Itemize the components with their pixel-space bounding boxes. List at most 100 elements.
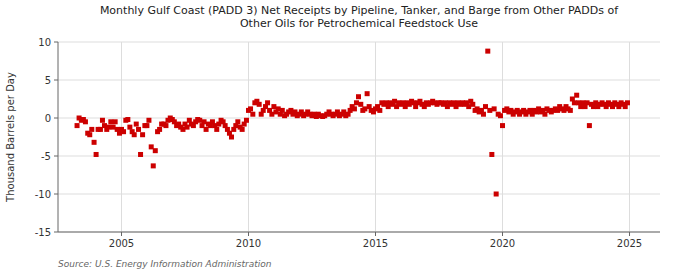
point (248, 106, 253, 111)
point (151, 163, 156, 168)
point (75, 123, 80, 128)
point (163, 123, 168, 128)
y-axis-line (58, 42, 59, 232)
y-tick-label: -5 (41, 151, 51, 162)
point (271, 104, 276, 109)
point (574, 93, 579, 98)
point (352, 106, 357, 111)
x-tick (375, 232, 376, 236)
point (83, 119, 88, 124)
point (492, 106, 497, 111)
y-tick (54, 232, 58, 233)
x-grid-line (121, 42, 122, 232)
x-axis-line (58, 232, 660, 233)
y-axis-label: Thousand Barrels per Day (5, 72, 16, 203)
point (153, 148, 158, 153)
x-tick-label: 2020 (490, 238, 515, 249)
point (229, 135, 234, 140)
point (244, 118, 249, 123)
point (121, 129, 126, 134)
point (157, 127, 162, 132)
x-tick (248, 232, 249, 236)
point (127, 125, 132, 130)
x-grid-line (629, 42, 630, 232)
y-grid-line (58, 232, 660, 233)
point (494, 192, 499, 197)
point (250, 112, 255, 117)
y-tick-label: 10 (38, 37, 51, 48)
point (354, 100, 359, 105)
points (75, 49, 630, 197)
x-grid-line (248, 42, 249, 232)
point (625, 100, 630, 105)
point (235, 119, 240, 124)
point (489, 152, 494, 157)
y-grid-line (58, 80, 660, 81)
x-tick (121, 232, 122, 236)
y-grid-line (58, 42, 660, 43)
point (202, 119, 207, 124)
point (113, 119, 118, 124)
point (568, 108, 573, 113)
source-note: Source: U.S. Energy Information Administ… (58, 259, 272, 269)
x-tick-label: 2015 (363, 238, 388, 249)
point (144, 123, 149, 128)
point (585, 100, 590, 105)
point (140, 132, 145, 137)
point (106, 125, 111, 130)
point (377, 108, 382, 113)
point (136, 127, 141, 132)
x-tick-label: 2010 (236, 238, 261, 249)
point (483, 104, 488, 109)
x-tick-label: 2025 (617, 238, 642, 249)
point (108, 119, 113, 124)
point (87, 132, 92, 137)
point (265, 100, 270, 105)
point (100, 118, 105, 123)
point (94, 152, 99, 157)
point (365, 91, 370, 96)
title: Monthly Gulf Coast (PADD 3) Net Receipts… (100, 4, 619, 30)
y-tick (54, 42, 58, 43)
x-grid-line (375, 42, 376, 232)
point (392, 99, 397, 104)
y-tick-label: 5 (45, 75, 51, 86)
y-tick-label: 0 (45, 113, 51, 124)
chart: Monthly Gulf Coast (PADD 3) Net Receipts… (0, 0, 675, 275)
point (470, 102, 475, 107)
point (240, 127, 245, 132)
point (572, 100, 577, 105)
y-tick (54, 80, 58, 81)
point (487, 108, 492, 113)
y-tick (54, 194, 58, 195)
point (125, 117, 130, 122)
point (92, 140, 97, 145)
point (280, 108, 285, 113)
y-tick-label: -10 (35, 189, 51, 200)
x-tick-label: 2005 (109, 238, 134, 249)
point (358, 102, 363, 107)
y-grid-line (58, 194, 660, 195)
point (197, 118, 202, 123)
point (214, 127, 219, 132)
point (146, 118, 151, 123)
point (362, 106, 367, 111)
title-line: Other Oils for Petrochemical Feedstock U… (240, 17, 478, 30)
point (485, 49, 490, 54)
point (500, 123, 505, 128)
y-tick (54, 156, 58, 157)
point (132, 132, 137, 137)
point (204, 127, 209, 132)
y-tick-label: -15 (35, 227, 51, 238)
x-grid-line (502, 42, 503, 232)
point (185, 125, 190, 130)
title-line: Monthly Gulf Coast (PADD 3) Net Receipts… (100, 4, 619, 17)
point (481, 112, 486, 117)
point (134, 122, 139, 127)
y-tick (54, 118, 58, 119)
x-tick (629, 232, 630, 236)
y-grid-line (58, 156, 660, 157)
point (356, 94, 361, 99)
point (138, 152, 143, 157)
point (587, 123, 592, 128)
